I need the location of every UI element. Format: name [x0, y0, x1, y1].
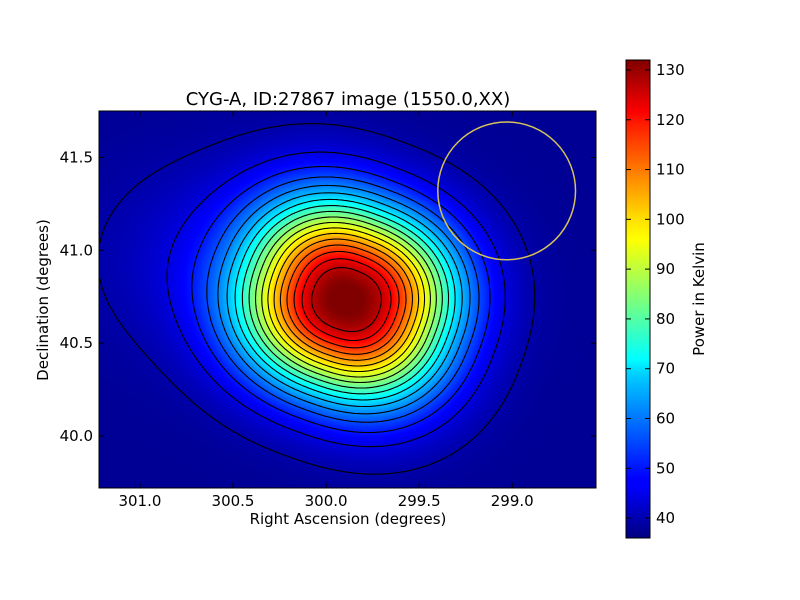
contour-line [293, 250, 400, 349]
contour-line [241, 205, 450, 395]
contour-lines [99, 123, 536, 475]
heatmap-image [99, 111, 596, 488]
colorbar: 40 50 60 70 80 90 100 110 120 130 Power in Kelvin [625, 59, 708, 539]
contour-line [261, 221, 431, 378]
x-tick-label: 300.5 [212, 492, 255, 510]
x-axis: 301.0 300.5 300.0 299.5 299.0 [118, 111, 534, 510]
y-tick-label: 40.0 [60, 427, 93, 445]
x-tick-label: 300.0 [305, 492, 348, 510]
contour-line [254, 216, 437, 384]
contour-line [311, 267, 382, 333]
colorbar-tick-label: 110 [656, 161, 685, 179]
x-tick-label: 299.5 [398, 492, 441, 510]
y-tick-label: 41.0 [60, 241, 93, 259]
colorbar-ticks: 40 50 60 70 80 90 100 110 120 130 [626, 61, 685, 527]
colorbar-tick-label: 130 [656, 61, 685, 79]
chart-title: CYG-A, ID:27867 image (1550.0,XX) [186, 89, 510, 110]
contour-line [301, 258, 392, 342]
contour-line [279, 238, 414, 361]
contour-line [166, 151, 506, 448]
contour-line [226, 192, 463, 408]
y-axis-label: Declination (degrees) [34, 219, 52, 381]
contour-line [206, 176, 480, 423]
contour-line [273, 232, 420, 367]
colorbar-tick-label: 50 [656, 459, 675, 477]
plot-area [99, 111, 596, 488]
colorbar-tick-label: 70 [656, 360, 675, 378]
contour-line [191, 165, 491, 434]
colorbar-tick-label: 60 [656, 410, 675, 428]
y-tick-label: 40.5 [60, 334, 93, 352]
contour-line [248, 210, 443, 389]
contour-line [99, 123, 536, 475]
colorbar-tick-label: 100 [656, 210, 685, 228]
colorbar-tick-label: 90 [656, 260, 675, 278]
contour-line [286, 244, 407, 355]
contour-line [267, 227, 426, 373]
x-tick-label: 301.0 [118, 492, 161, 510]
contour-line [234, 198, 456, 401]
beam-circle [437, 121, 577, 261]
colorbar-tick-label: 40 [656, 509, 675, 527]
plot-frame [98, 110, 597, 489]
colorbar-tick-label: 80 [656, 310, 675, 328]
colorbar-label: Power in Kelvin [690, 242, 708, 356]
colorbar-gradient [625, 59, 651, 539]
y-tick-label: 41.5 [60, 148, 93, 166]
colorbar-tick-label: 120 [656, 111, 685, 129]
x-axis-label: Right Ascension (degrees) [250, 510, 447, 528]
x-tick-label: 299.0 [491, 492, 534, 510]
y-axis: 40.0 40.5 41.0 41.5 [60, 148, 596, 445]
contour-line [217, 184, 471, 415]
